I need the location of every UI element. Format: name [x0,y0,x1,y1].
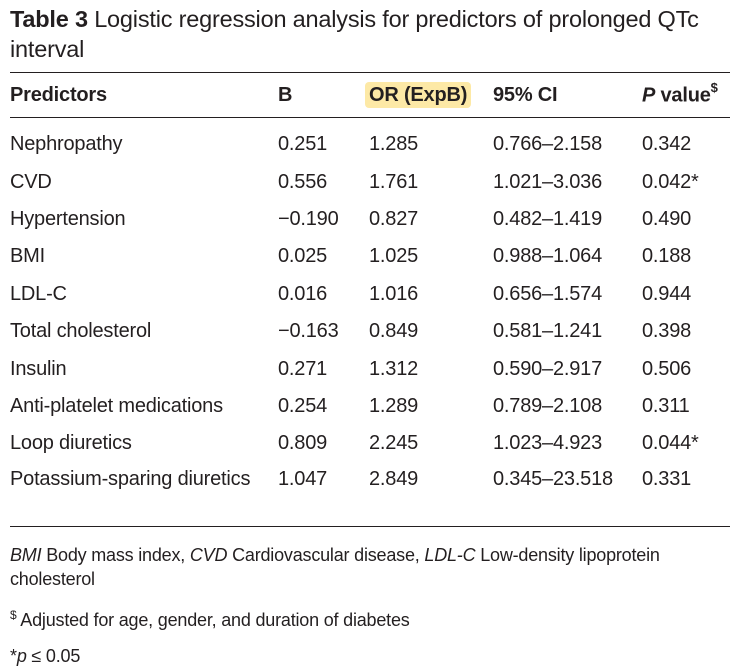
abbr-def: Cardiovascular disease, [227,544,425,565]
table-row: Hypertension −0.190 0.827 0.482–1.419 0.… [10,201,730,238]
cell-or: 2.245 [369,432,419,455]
cell-or: 0.827 [369,207,419,230]
header-p-text: value [655,84,711,107]
top-rule [10,72,730,73]
cell-predictor: Total cholesterol [10,320,152,343]
cell-predictor: BMI [10,245,45,268]
abbr-term: CVD [189,544,228,565]
table-row: BMI 0.025 1.025 0.988–1.064 0.188 [10,238,730,275]
bottom-rule [10,525,730,527]
footnote-sig-p: p [16,645,27,666]
cell-or: 1.285 [369,133,419,156]
table-number: Table 3 [10,6,88,32]
cell-b: 0.016 [278,282,328,305]
cell-predictor: Potassium-sparing diuretics [10,467,251,490]
cell-p: 0.506 [642,357,692,380]
cell-predictor: Insulin [10,357,67,380]
cell-or: 1.016 [369,282,419,305]
table-row: LDL-C 0.016 1.016 0.656–1.574 0.944 [10,276,730,313]
cell-ci: 0.581–1.241 [493,320,603,343]
table-row: Anti-platelet medications 0.254 1.289 0.… [10,388,730,425]
cell-ci: 1.023–4.923 [493,432,603,455]
header-rule [10,117,730,118]
cell-p: 0.490 [642,207,692,230]
footnote-adjusted-text: Adjusted for age, gender, and duration o… [16,609,410,630]
abbr-def: Body mass index, [41,544,190,565]
footnote-abbreviations: BMI Body mass index, CVD Cardiovascular … [10,543,730,591]
cell-b: 0.251 [278,133,328,156]
cell-b: 1.047 [278,467,328,490]
cell-p: 0.188 [642,245,692,268]
header-row: Predictors B OR (ExpB) 95% CI P value$ [10,73,730,117]
header-p-sup: $ [710,80,718,96]
cell-predictor: Loop diuretics [10,432,132,455]
abbr-def: Low-density lipoprotein cholesterol [10,544,660,589]
cell-p: 0.342 [642,133,692,156]
cell-b: −0.190 [278,207,339,230]
or-highlight: OR (ExpB) [365,81,472,108]
cell-ci: 1.021–3.036 [493,170,603,193]
cell-ci: 0.766–2.158 [493,133,603,156]
cell-b: 0.556 [278,170,328,193]
cell-or: 1.312 [369,357,419,380]
abbr-term: BMI [10,544,42,565]
header-predictors: Predictors [10,83,107,106]
table-title: Logistic regression analysis for predict… [10,6,699,62]
table-caption: Table 3 Logistic regression analysis for… [10,4,730,64]
footnote-significance: *p ≤ 0.05 [10,644,730,668]
regression-table-body: Nephropathy 0.251 1.285 0.766–2.158 0.34… [10,118,730,520]
cell-p: 0.944 [642,282,692,305]
cell-p: 0.331 [642,467,692,490]
cell-ci: 0.656–1.574 [493,282,603,305]
cell-b: 0.271 [278,357,328,380]
header-b: B [278,83,293,106]
footnote-sig-rest: ≤ 0.05 [26,645,81,666]
cell-p: 0.042* [642,170,699,193]
cell-or: 1.761 [369,170,419,193]
cell-p: 0.398 [642,320,692,343]
table-figure: Table 3 Logistic regression analysis for… [10,4,730,668]
cell-predictor: Hypertension [10,207,126,230]
regression-table: Predictors B OR (ExpB) 95% CI P value$ [10,73,730,117]
header-p-value: P value$ [642,73,730,117]
cell-p: 0.311 [642,394,690,417]
cell-ci: 0.482–1.419 [493,207,603,230]
footnote-adjusted: $ Adjusted for age, gender, and duration… [10,603,730,632]
table-row: CVD 0.556 1.761 1.021–3.036 0.042* [10,163,730,200]
header-or: OR (ExpB) [365,73,493,117]
footnote-adjusted-sup: $ [10,607,17,622]
cell-predictor: LDL-C [10,282,67,305]
header-p-letter: P [642,84,656,107]
cell-b: −0.163 [278,320,339,343]
cell-b: 0.025 [278,245,328,268]
cell-or: 1.289 [369,394,419,417]
cell-or: 2.849 [369,467,419,490]
table-row: Nephropathy 0.251 1.285 0.766–2.158 0.34… [10,118,730,163]
cell-ci: 0.988–1.064 [493,245,603,268]
cell-b: 0.254 [278,394,328,417]
table-footnotes: BMI Body mass index, CVD Cardiovascular … [10,543,730,668]
cell-b: 0.809 [278,432,328,455]
cell-predictor: CVD [10,170,52,193]
footnote-sig-star: * [10,645,17,666]
cell-ci: 0.345–23.518 [493,467,613,490]
table-row: Loop diuretics 0.809 2.245 1.023–4.923 0… [10,425,730,462]
cell-ci: 0.590–2.917 [493,357,603,380]
table-row: Insulin 0.271 1.312 0.590–2.917 0.506 [10,350,730,387]
cell-ci: 0.789–2.108 [493,394,603,417]
cell-or: 1.025 [369,245,419,268]
table-row: Total cholesterol −0.163 0.849 0.581–1.2… [10,313,730,350]
abbr-term: LDL-C [424,544,476,565]
header-ci: 95% CI [493,83,558,106]
cell-predictor: Nephropathy [10,133,123,156]
table-row: Potassium-sparing diuretics 1.047 2.849 … [10,463,730,520]
cell-predictor: Anti-platelet medications [10,394,223,417]
cell-or: 0.849 [369,320,419,343]
cell-p: 0.044* [642,432,699,455]
